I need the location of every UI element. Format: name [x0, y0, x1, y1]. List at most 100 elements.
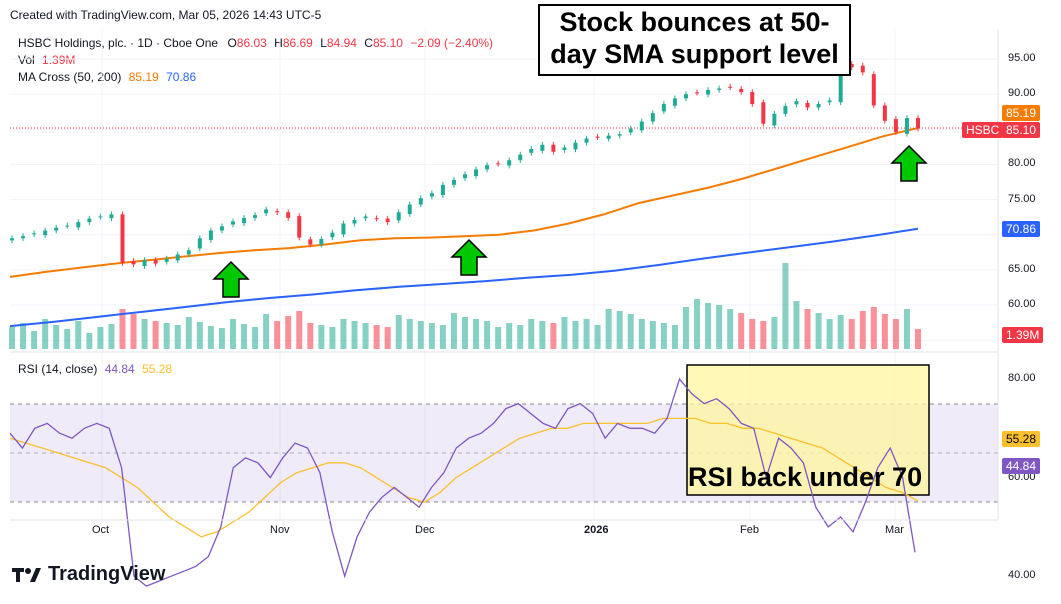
rsi-axis-tick: 80.00 [1008, 372, 1036, 384]
rsi-ma-value: 55.28 [142, 362, 173, 376]
volume-bar [870, 307, 877, 349]
volume-bar [185, 317, 192, 349]
volume-bar [296, 311, 303, 349]
candle-body [142, 260, 147, 267]
candle-body [374, 218, 379, 220]
volume-bar [274, 321, 281, 349]
candle-body [739, 88, 744, 93]
candle-body [308, 239, 313, 245]
volume-bar [75, 321, 82, 349]
candles [10, 61, 920, 269]
volume-bar [627, 314, 634, 349]
volume-bar [163, 323, 170, 349]
candle-body [10, 238, 14, 241]
candle-body [783, 106, 788, 114]
candle-body [98, 216, 103, 218]
rsi-ma-tag: 55.28 [1002, 431, 1041, 447]
candle-body [463, 174, 467, 179]
candle-body [175, 254, 180, 261]
candle-body [219, 226, 224, 231]
candle-body [595, 136, 600, 138]
volume-bar [881, 314, 888, 349]
candle-body [65, 225, 70, 227]
candle-body [904, 118, 909, 134]
rsi-value: 44.84 [104, 362, 135, 376]
candle-body [849, 63, 854, 68]
volume-bar [892, 319, 899, 349]
candle-body [54, 227, 59, 231]
candle-body [584, 138, 589, 143]
time-axis-tick: Feb [740, 524, 759, 536]
ma50-tag: 85.19 [1002, 105, 1041, 121]
volume-bar [417, 321, 424, 349]
volume-bar [638, 319, 645, 349]
ticker-tag: HSBC [962, 122, 1004, 138]
tradingview-logo-icon [12, 567, 41, 582]
price-axis-tick: 65.00 [1008, 262, 1036, 275]
volume-bar [782, 263, 789, 349]
volume-bar [727, 309, 734, 349]
volume-bar [616, 311, 623, 349]
volume-bar [826, 319, 833, 349]
volume-bar [705, 303, 712, 349]
volume-bar [229, 319, 236, 349]
rsi-legend: RSI (14, close) 44.84 55.28 [18, 362, 172, 376]
volume-bar [263, 314, 270, 349]
support-arrows [212, 144, 928, 298]
candle-body [672, 98, 677, 106]
candle-body [418, 198, 423, 205]
volume-bar [738, 313, 745, 349]
volume-value: 1.39M [42, 53, 76, 67]
candle-body [330, 232, 335, 238]
price-axis-tick: 75.00 [1008, 192, 1036, 205]
candle-body [496, 163, 501, 165]
volume-bar [539, 321, 546, 349]
tradingview-logo[interactable]: TradingView [12, 563, 165, 586]
candle-body [706, 89, 711, 95]
volume-bars [9, 263, 921, 349]
candle-body [805, 102, 810, 108]
green-up-arrow [450, 238, 488, 276]
close-value: 85.10 [372, 36, 403, 50]
volume-bar [218, 328, 225, 349]
green-up-arrow [890, 144, 928, 182]
candle-body [916, 118, 920, 129]
change-value: −2.09 (−2.40%) [410, 36, 494, 50]
candle-body [385, 218, 390, 223]
candle-body [197, 238, 202, 249]
volume-bar [340, 319, 347, 349]
candle-body [540, 144, 545, 151]
candle-body [485, 165, 490, 170]
candle-body [242, 217, 247, 224]
candle-body [32, 233, 37, 235]
volume-bar [660, 323, 667, 349]
candle-body [352, 219, 357, 224]
candle-body [893, 119, 898, 133]
time-axis-tick: Dec [415, 524, 435, 536]
volume-bar [20, 323, 27, 349]
volume-bar [550, 323, 557, 349]
volume-bar [252, 327, 259, 349]
volume-bar [31, 331, 38, 349]
candle-body [639, 121, 644, 131]
volume-bar [86, 333, 93, 349]
candle-body [728, 86, 733, 88]
candle-body [363, 216, 368, 219]
candle-body [87, 218, 92, 223]
candle-body [695, 92, 700, 94]
volume-bar [572, 321, 579, 349]
volume-bar [351, 321, 358, 349]
candle-body [529, 148, 534, 153]
candle-body [429, 193, 434, 197]
volume-bar [307, 323, 314, 349]
candle-body [551, 144, 556, 152]
candle-body [440, 184, 445, 196]
ma200-tag: 70.86 [1002, 221, 1041, 237]
rsi-tag: 44.84 [1002, 458, 1041, 474]
ma50-value: 85.19 [128, 70, 159, 84]
volume-bar [42, 319, 49, 349]
volume-bar [594, 325, 601, 349]
candle-body [617, 134, 622, 136]
volume-bar [716, 305, 723, 349]
